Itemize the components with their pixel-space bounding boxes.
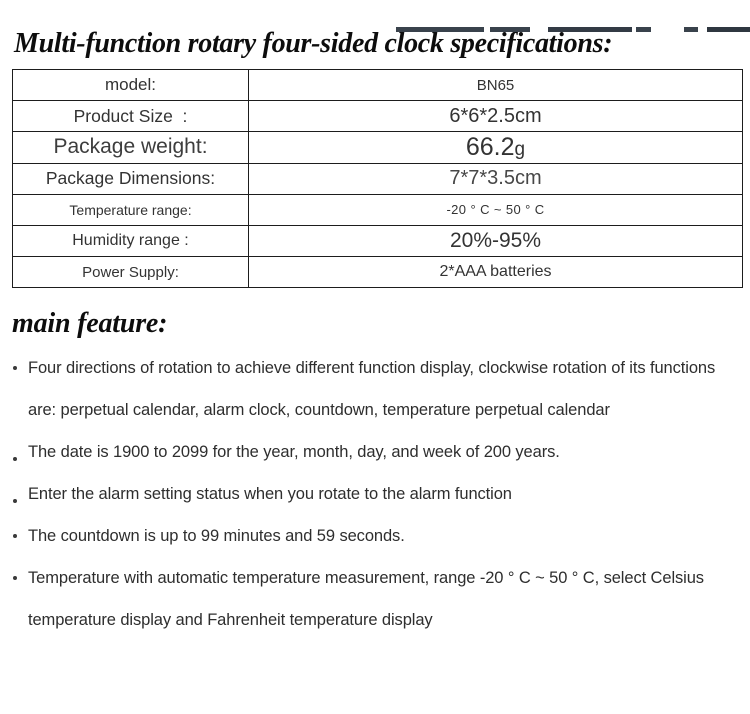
cropped-top-fragment xyxy=(0,27,750,33)
cropped-glyph-fragment xyxy=(707,27,750,32)
cropped-glyph-fragment xyxy=(684,27,698,32)
feature-item-countdown: The countdown is up to 99 minutes and 59… xyxy=(0,515,742,557)
bullet-dot xyxy=(13,499,17,504)
feature-line: Temperature with automatic temperature m… xyxy=(28,569,704,588)
feature-item-alarm: Enter the alarm setting status when you … xyxy=(0,473,742,515)
spec-row-model: model: BN65 xyxy=(12,68,743,102)
spec-value-model: BN65 xyxy=(248,68,743,102)
spec-row-package-weight: Package weight: 66.2g xyxy=(12,131,743,164)
spec-label-model: model: xyxy=(12,68,249,102)
spec-row-power-supply: Power Supply: 2*AAA batteries xyxy=(12,256,743,289)
bullet-dot xyxy=(13,576,17,581)
spec-label-temperature-range: Temperature range: xyxy=(12,193,249,226)
feature-list: Four directions of rotation to achieve d… xyxy=(0,347,750,641)
spec-label-humidity-range: Humidity range : xyxy=(12,224,249,258)
cropped-glyph-fragment xyxy=(396,27,484,32)
spec-value-humidity-range: 20%-95% xyxy=(248,224,743,258)
spec-value-temperature-range: -20 ° C ~ 50 ° C xyxy=(248,193,743,226)
feature-line: Enter the alarm setting status when you … xyxy=(28,485,512,504)
feature-line: are: perpetual calendar, alarm clock, co… xyxy=(28,401,610,420)
feature-item-rotation: Four directions of rotation to achieve d… xyxy=(0,347,742,431)
feature-line: The date is 1900 to 2099 for the year, m… xyxy=(28,443,560,462)
cropped-glyph-fragment xyxy=(490,27,530,32)
bullet-dot xyxy=(13,366,17,371)
spec-table: model: BN65 Product Size : 6*6*2.5cm Pac… xyxy=(12,68,743,289)
cropped-glyph-fragment xyxy=(548,27,632,32)
spec-label-package-dimensions: Package Dimensions: xyxy=(12,162,249,195)
spec-value-package-dimensions: 7*7*3.5cm xyxy=(248,162,743,195)
feature-item-temperature: Temperature with automatic temperature m… xyxy=(0,557,742,641)
weight-number: 66.2 xyxy=(465,132,515,161)
spec-value-product-size: 6*6*2.5cm xyxy=(248,100,743,133)
spec-value-package-weight: 66.2g xyxy=(248,131,743,164)
spec-label-power-supply: Power Supply: xyxy=(12,256,249,289)
feature-line: Four directions of rotation to achieve d… xyxy=(28,359,716,378)
spec-label-product-size: Product Size : xyxy=(12,100,249,133)
spec-row-product-size: Product Size : 6*6*2.5cm xyxy=(12,100,743,133)
spec-value-power-supply: 2*AAA batteries xyxy=(248,256,743,289)
features-heading: main feature: xyxy=(12,308,168,340)
spec-row-temperature-range: Temperature range: -20 ° C ~ 50 ° C xyxy=(12,193,743,226)
feature-line: The countdown is up to 99 minutes and 59… xyxy=(28,527,405,546)
page-title: Multi-function rotary four-sided clock s… xyxy=(14,28,613,59)
feature-line: temperature display and Fahrenheit tempe… xyxy=(28,611,433,630)
bullet-dot xyxy=(13,534,17,539)
spec-row-package-dimensions: Package Dimensions: 7*7*3.5cm xyxy=(12,162,743,195)
product-spec-page: Multi-function rotary four-sided clock s… xyxy=(0,27,750,714)
feature-item-date-range: The date is 1900 to 2099 for the year, m… xyxy=(0,431,742,473)
spec-label-package-weight: Package weight: xyxy=(12,131,249,164)
bullet-dot xyxy=(13,457,17,462)
spec-row-humidity-range: Humidity range : 20%-95% xyxy=(12,224,743,258)
cropped-glyph-fragment xyxy=(636,27,651,32)
weight-unit: g xyxy=(514,138,526,160)
